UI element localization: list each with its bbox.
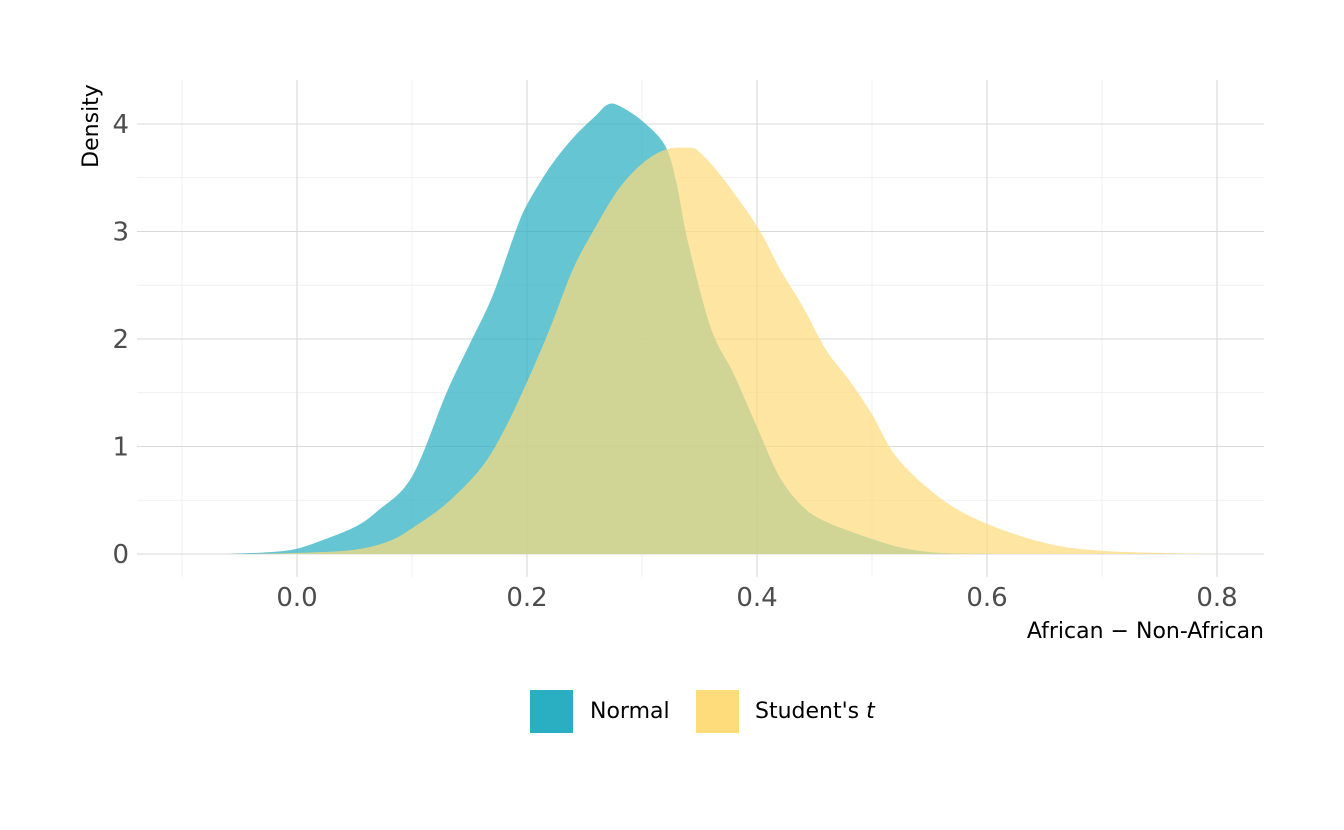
x-tick-label: 0.6 [966, 583, 1007, 613]
density-area-student-t [182, 147, 1217, 555]
x-tick-label: 0.2 [506, 583, 547, 613]
density-areas [182, 103, 1217, 555]
y-axis-ticks: 0 1 2 3 4 [112, 110, 129, 570]
y-tick-label: 0 [112, 540, 129, 570]
legend-swatch [530, 690, 573, 733]
y-tick-label: 3 [112, 218, 129, 248]
x-tick-label: 0.4 [736, 583, 777, 613]
x-tick-label: 0.0 [276, 583, 317, 613]
legend-swatch [696, 690, 739, 733]
legend: Normal Student's t [530, 690, 876, 733]
y-tick-label: 4 [112, 110, 129, 140]
legend-label: Normal [590, 699, 670, 724]
legend-item-student-t: Student's t [696, 690, 876, 733]
x-axis-title: African − Non-African [1027, 619, 1264, 644]
y-tick-label: 2 [112, 325, 129, 355]
y-axis-title: Density [79, 84, 104, 168]
legend-item-normal: Normal [530, 690, 670, 733]
legend-label: Student's t [755, 699, 876, 724]
y-tick-label: 1 [112, 433, 129, 463]
x-tick-label: 0.8 [1196, 583, 1237, 613]
x-axis-ticks: 0.0 0.2 0.4 0.6 0.8 [276, 583, 1237, 613]
